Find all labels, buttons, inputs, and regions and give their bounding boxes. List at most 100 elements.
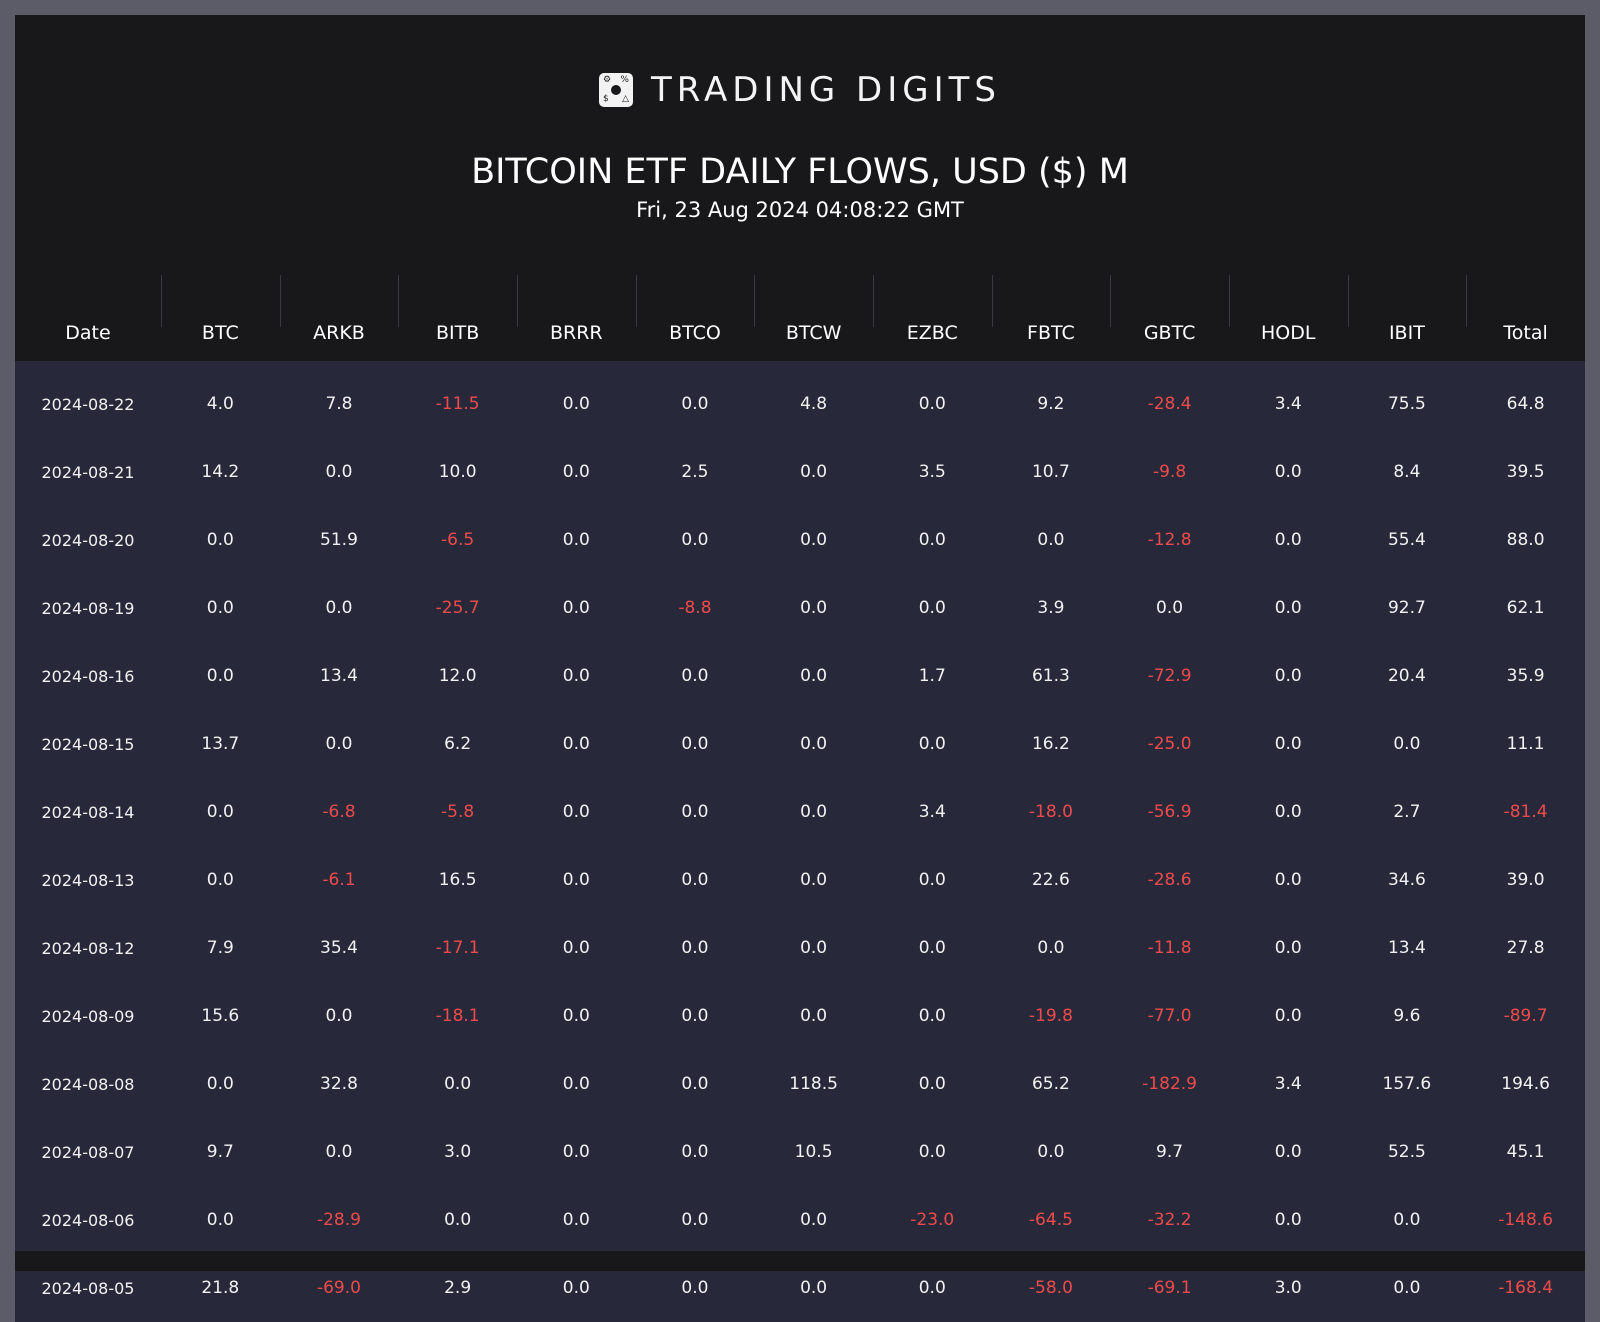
- cell-total: 39.5: [1506, 462, 1545, 482]
- etf-flows-table: Date BTC ARKB BITB BRRR BTCO BTCW EZBC FBTC GBTC H…: [15, 275, 1585, 1322]
- cell-btc: 7.9: [206, 938, 234, 958]
- cell-total: 194.6: [1501, 1074, 1550, 1094]
- cell-gbtc: -77.0: [1147, 1006, 1192, 1026]
- brand-name: TRADING DIGITS: [650, 70, 1001, 110]
- cell-bitb: -11.5: [435, 394, 480, 414]
- cell-ezbc: 3.4: [918, 802, 946, 822]
- cell-ezbc: 3.5: [918, 462, 946, 482]
- logo-triangle-glyph: △: [622, 94, 629, 104]
- date-cell: 2024-08-13: [41, 870, 135, 890]
- cell-bitb: 0.0: [444, 1074, 472, 1094]
- cell-bitb: 3.0: [444, 1142, 472, 1162]
- cell-arkb: -6.1: [322, 870, 356, 890]
- cell-btco: 0.0: [681, 1006, 709, 1026]
- table-row: 2024-08-06 0.0 -28.9 0.0 0.0 0.0 0.0 -23.0 -64.5…: [15, 1186, 1585, 1254]
- cell-arkb: 51.9: [320, 530, 358, 550]
- cell-brrr: 0.0: [562, 734, 590, 754]
- cell-arkb: 0.0: [325, 734, 353, 754]
- table-row: 2024-08-19 0.0 0.0 -25.7 0.0 -8.8 0.0 0.0 3.9 0.0…: [15, 574, 1585, 642]
- cell-bitb: -18.1: [435, 1006, 480, 1026]
- cell-brrr: 0.0: [562, 530, 590, 550]
- date-cell: 2024-08-14: [41, 802, 135, 822]
- cell-arkb: 7.8: [325, 394, 353, 414]
- cell-total: 27.8: [1506, 938, 1545, 958]
- column-header-btcw: BTCW: [754, 275, 873, 361]
- cell-arkb: 0.0: [325, 1006, 353, 1026]
- cell-hodl: 3.4: [1274, 1074, 1302, 1094]
- cell-btco: 0.0: [681, 666, 709, 686]
- cell-gbtc: -11.8: [1147, 938, 1192, 958]
- cell-brrr: 0.0: [562, 394, 590, 414]
- cell-hodl: 0.0: [1274, 870, 1302, 890]
- cell-bitb: -6.5: [441, 530, 475, 550]
- cell-btcw: 0.0: [800, 734, 828, 754]
- cell-btco: 0.0: [681, 394, 709, 414]
- cell-btc: 0.0: [206, 870, 234, 890]
- cell-ibit: 2.7: [1393, 802, 1421, 822]
- cell-brrr: 0.0: [562, 938, 590, 958]
- date-cell: 2024-08-09: [41, 1006, 135, 1026]
- column-header-ibit: IBIT: [1347, 275, 1467, 361]
- cell-btco: 0.0: [681, 870, 709, 890]
- cell-btco: 0.0: [681, 1210, 709, 1230]
- cell-fbtc: 65.2: [1031, 1074, 1070, 1094]
- table-row: 2024-08-21 14.2 0.0 10.0 0.0 2.5 0.0 3.5 10.7 -9.…: [15, 438, 1585, 506]
- column-header-bitb: BITB: [398, 275, 517, 361]
- cell-arkb: 0.0: [325, 462, 353, 482]
- brand-header: ⚙ % $ △ TRADING DIGITS: [15, 70, 1585, 110]
- logo-gear-glyph: ⚙: [602, 75, 612, 85]
- cell-ezbc: 0.0: [918, 1006, 946, 1026]
- cell-ibit: 75.5: [1387, 394, 1426, 414]
- cell-btcw: 10.5: [794, 1142, 833, 1162]
- cell-gbtc: 0.0: [1156, 598, 1184, 618]
- cell-ezbc: 1.7: [918, 666, 946, 686]
- cell-btcw: 0.0: [800, 598, 828, 618]
- cell-bitb: 6.2: [444, 734, 472, 754]
- column-header-gbtc: GBTC: [1110, 275, 1229, 361]
- cell-btc: 0.0: [206, 598, 234, 618]
- cell-hodl: 0.0: [1274, 530, 1302, 550]
- cell-gbtc: -25.0: [1147, 734, 1192, 754]
- date-cell: 2024-08-20: [41, 530, 135, 550]
- cell-fbtc: 0.0: [1037, 530, 1065, 550]
- cell-gbtc: -32.2: [1147, 1210, 1192, 1230]
- cell-hodl: 0.0: [1274, 938, 1302, 958]
- cell-total: 88.0: [1506, 530, 1545, 550]
- cell-total: 64.8: [1506, 394, 1545, 414]
- cell-arkb: -6.8: [322, 802, 356, 822]
- cell-ibit: 52.5: [1387, 1142, 1426, 1162]
- cell-bitb: 10.0: [438, 462, 477, 482]
- cell-btco: 0.0: [681, 1142, 709, 1162]
- cell-btc: 0.0: [206, 530, 234, 550]
- table-row: 2024-08-09 15.6 0.0 -18.1 0.0 0.0 0.0 0.0 -19.8 -…: [15, 982, 1585, 1050]
- cell-fbtc: -19.8: [1028, 1006, 1073, 1026]
- page-title: BITCOIN ETF DAILY FLOWS, USD ($) M: [471, 152, 1129, 192]
- cell-total: -148.6: [1498, 1210, 1554, 1230]
- table-row: 2024-08-16 0.0 13.4 12.0 0.0 0.0 0.0 1.7 61.3 -72…: [15, 642, 1585, 710]
- cell-gbtc: 9.7: [1156, 1142, 1184, 1162]
- cell-ezbc: 0.0: [918, 1074, 946, 1094]
- cell-btco: 2.5: [681, 462, 709, 482]
- cell-bitb: 12.0: [438, 666, 477, 686]
- table-row: 2024-08-07 9.7 0.0 3.0 0.0 0.0 10.5 0.0 0.0 9.7 0.…: [15, 1118, 1585, 1186]
- table-row: 2024-08-22 4.0 7.8 -11.5 0.0 0.0 4.8 0.0 9.2 -28.…: [15, 361, 1585, 438]
- date-cell: 2024-08-22: [41, 394, 135, 414]
- date-cell: 2024-08-21: [41, 462, 135, 482]
- cell-total: 11.1: [1506, 734, 1545, 754]
- cell-bitb: 16.5: [438, 870, 477, 890]
- cell-hodl: 0.0: [1274, 734, 1302, 754]
- cell-btc: 0.0: [206, 1210, 234, 1230]
- cell-arkb: 13.4: [320, 666, 358, 686]
- cell-ezbc: 0.0: [918, 394, 946, 414]
- dashboard-panel: ⚙ % $ △ TRADING DIGITS BITCOIN ETF DAILY…: [15, 15, 1585, 1322]
- cell-btcw: 0.0: [800, 870, 828, 890]
- cell-arkb: 0.0: [325, 598, 353, 618]
- table-row: 2024-08-14 0.0 -6.8 -5.8 0.0 0.0 0.0 3.4 -18.0 -5…: [15, 778, 1585, 846]
- column-header-fbtc: FBTC: [991, 275, 1111, 361]
- cell-brrr: 0.0: [562, 598, 590, 618]
- date-cell: 2024-08-16: [41, 666, 135, 686]
- cell-fbtc: 0.0: [1037, 1142, 1065, 1162]
- cell-btc: 15.6: [201, 1006, 240, 1026]
- cell-gbtc: -12.8: [1147, 530, 1192, 550]
- cell-ibit: 34.6: [1387, 870, 1426, 890]
